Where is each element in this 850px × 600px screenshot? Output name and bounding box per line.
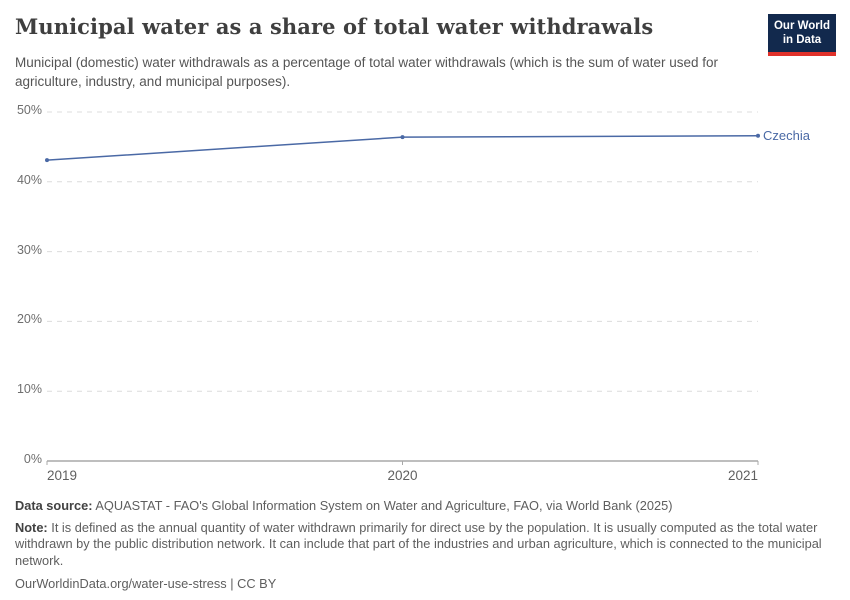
citation-line: OurWorldinData.org/water-use-stress | CC… (15, 576, 277, 591)
y-tick-label: 40% (16, 172, 42, 187)
page-title: Municipal water as a share of total wate… (15, 14, 654, 39)
y-tick-label: 50% (16, 103, 42, 117)
chart-footer: Data source: AQUASTAT - FAO's Global Inf… (15, 498, 835, 593)
x-tick-label: 2020 (387, 468, 418, 483)
note-label: Note: (15, 519, 48, 535)
owid-logo-line2: in Data (782, 34, 822, 47)
x-tick-label: 2021 (727, 468, 758, 483)
y-tick-label: 0% (23, 452, 42, 466)
y-tick-label: 20% (16, 312, 42, 327)
data-source-label: Data source: (15, 498, 93, 513)
chart-subtitle: Municipal (domestic) water withdrawals a… (15, 55, 719, 90)
y-tick-label: 30% (16, 242, 42, 257)
note-text: It is defined as the annual quantity of … (15, 519, 822, 568)
data-source-text: AQUASTAT - FAO's Global Information Syst… (92, 498, 673, 513)
data-source-line: Data source: AQUASTAT - FAO's Global Inf… (15, 498, 835, 515)
series-label-czechia[interactable]: Czechia (763, 127, 810, 143)
owid-logo: Our World in Data (768, 14, 836, 56)
note-line: Note: It is defined as the annual quanti… (15, 520, 835, 570)
x-tick-label: 2019 (47, 468, 78, 483)
owid-logo-line1: Our World (773, 20, 830, 32)
y-tick-label: 10% (16, 382, 42, 397)
